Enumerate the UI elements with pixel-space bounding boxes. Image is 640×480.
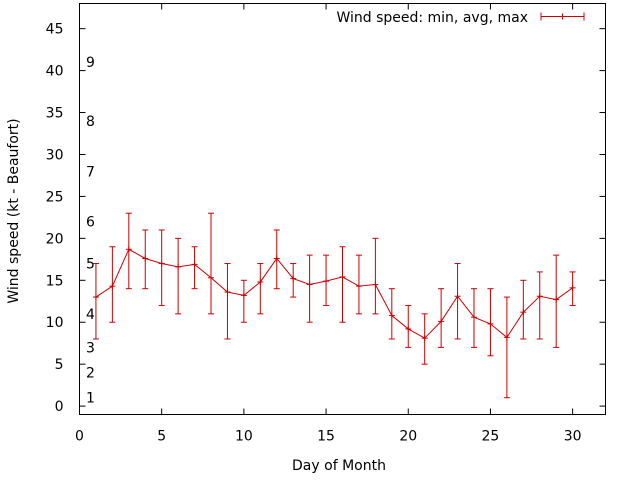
legend-sample: [540, 12, 585, 21]
beaufort-label: 1: [86, 391, 95, 407]
avg-point: [421, 335, 428, 342]
avg-point: [553, 296, 560, 303]
avg-point: [536, 293, 543, 300]
x-tick-label: 5: [157, 429, 166, 445]
beaufort-label: 5: [86, 257, 95, 273]
y-axis-label: Wind speed (kt - Beaufort): [6, 118, 22, 303]
avg-point: [487, 320, 494, 327]
avg-point: [125, 246, 132, 253]
error-bars: [92, 212, 576, 399]
y-tick-label: 10: [46, 315, 64, 331]
y-tick-label: 40: [46, 64, 64, 80]
avg-point: [372, 281, 379, 288]
y-tick-label: 45: [46, 22, 64, 38]
avg-point: [388, 312, 395, 319]
x-axis: 0 5 10 15 20 25 30: [75, 3, 582, 445]
avg-point: [438, 318, 445, 325]
avg-point: [323, 278, 330, 285]
avg-point: [503, 334, 510, 341]
x-tick-label: 25: [482, 429, 500, 445]
avg-point: [191, 261, 198, 268]
avg-line: [95, 248, 573, 339]
avg-point: [339, 273, 346, 280]
avg-point: [208, 274, 214, 281]
avg-point: [306, 281, 313, 288]
legend-label: Wind speed: min, avg, max: [336, 10, 528, 26]
beaufort-label: 7: [86, 164, 95, 180]
avg-point: [569, 284, 576, 291]
avg-point: [257, 278, 264, 285]
avg-point: [405, 325, 412, 332]
avg-point: [290, 275, 297, 282]
y-tick-label: 5: [55, 357, 64, 373]
avg-point: [224, 289, 231, 296]
beaufort-label: 8: [86, 114, 95, 130]
beaufort-label: 3: [86, 340, 95, 356]
legend: Wind speed: min, avg, max: [336, 10, 585, 26]
avg-point: [520, 309, 527, 316]
avg-point: [142, 255, 149, 262]
y-tick-label: 30: [46, 147, 64, 163]
y-tick-label: 0: [55, 399, 64, 415]
y-tick-label: 20: [46, 231, 64, 247]
avg-point: [355, 283, 362, 290]
avg-markers: [92, 246, 576, 342]
avg-point: [240, 292, 247, 299]
y-tick-label: 35: [46, 106, 64, 122]
x-tick-label: 30: [564, 429, 582, 445]
beaufort-scale: 1 2 3 4 5 6 7 8 9: [86, 55, 95, 407]
avg-point: [175, 263, 182, 270]
plot-frame: [79, 3, 606, 415]
x-tick-label: 20: [399, 429, 417, 445]
beaufort-label: 4: [86, 307, 95, 323]
x-tick-label: 15: [317, 429, 335, 445]
avg-point: [273, 255, 280, 262]
x-tick-label: 10: [235, 429, 253, 445]
y-tick-label: 15: [46, 273, 64, 289]
avg-point: [454, 293, 461, 300]
y-tick-label: 25: [46, 189, 64, 205]
x-tick-label: 0: [75, 429, 84, 445]
avg-point: [471, 314, 477, 321]
avg-point: [92, 294, 99, 301]
avg-point: [109, 283, 116, 290]
avg-point: [158, 260, 165, 267]
x-axis-label: Day of Month: [292, 458, 386, 474]
beaufort-label: 6: [86, 215, 95, 231]
beaufort-label: 2: [86, 366, 95, 382]
beaufort-label: 9: [86, 55, 95, 71]
